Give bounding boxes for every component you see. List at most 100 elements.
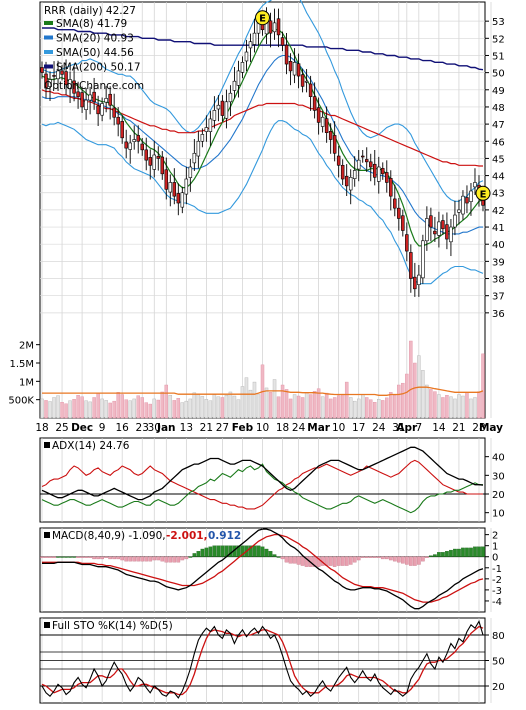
volume-bar — [425, 384, 429, 419]
volume-bar — [92, 397, 96, 419]
candle-body — [112, 107, 116, 118]
volume-bar — [180, 402, 185, 419]
macd-histogram-bar — [312, 556, 317, 567]
candle-body — [453, 214, 457, 228]
candle-body — [96, 105, 100, 115]
macd-histogram-bar — [172, 556, 177, 563]
candle-body — [124, 141, 128, 149]
candle-body — [268, 20, 273, 34]
watermark-text: OptionChance.com — [44, 80, 144, 92]
candle-body — [84, 99, 88, 110]
volume-sma-line — [42, 386, 484, 396]
candle-body — [292, 62, 297, 76]
macd-histogram-bar — [204, 547, 209, 557]
macd-histogram-bar — [300, 556, 305, 566]
candle-body — [328, 131, 333, 140]
candle-body — [144, 149, 148, 161]
volume-bar — [240, 386, 245, 419]
volume-bar — [164, 384, 169, 419]
earnings-marker-icon — [255, 10, 270, 26]
macd-histogram-bar — [392, 556, 397, 562]
volume-bar — [152, 398, 156, 419]
macd-histogram-bar — [304, 556, 309, 567]
macd-histogram-bar — [477, 546, 481, 557]
candle-body — [248, 41, 253, 49]
candle-body — [348, 176, 353, 191]
volume-bar — [160, 391, 164, 419]
volume-bar — [369, 399, 373, 419]
candle-body — [340, 164, 345, 180]
macd-histogram-bar — [481, 546, 485, 557]
candle-body — [377, 166, 381, 182]
macd-legend-swatch — [44, 532, 50, 538]
price-y-tick-label: 50 — [492, 69, 505, 80]
earnings-marker-label: E — [259, 14, 266, 25]
volume-bar — [312, 391, 317, 419]
candle-body — [184, 178, 189, 195]
x-tick-label: 25 — [55, 422, 68, 434]
macd-histogram-bar — [200, 548, 205, 557]
candle-body — [276, 18, 281, 36]
macd-histogram-bar — [132, 556, 137, 562]
volume-bar — [284, 389, 289, 419]
volume-bar — [272, 379, 277, 419]
macd-histogram-bar — [56, 556, 60, 558]
volume-bar — [413, 362, 417, 419]
candle-body — [252, 32, 257, 45]
candle-body — [465, 197, 469, 204]
legend-swatch — [44, 64, 53, 69]
candle-body — [40, 67, 44, 73]
macd-histogram-bar — [220, 545, 225, 557]
macd-histogram-bar — [376, 556, 381, 558]
macd-histogram-bar — [348, 556, 353, 565]
macd-histogram-bar — [433, 554, 437, 557]
volume-bar — [120, 394, 124, 419]
volume-bar — [128, 400, 132, 419]
macd-histogram-bar — [68, 556, 72, 558]
candle-body — [389, 178, 393, 197]
candle-body — [160, 156, 165, 175]
macd-histogram-bar — [388, 556, 393, 561]
candle-body — [88, 94, 92, 101]
candle-body — [64, 71, 68, 85]
candle-body — [417, 274, 421, 286]
macd-histogram-bar — [372, 556, 377, 558]
macd-line — [42, 528, 484, 610]
macd-y-tick-label: -2 — [492, 575, 502, 586]
volume-bar — [437, 394, 441, 419]
macd-histogram-bar — [284, 556, 289, 563]
volume-bar — [429, 389, 433, 419]
candle-body — [469, 190, 473, 202]
x-tick-label: 24 — [372, 422, 386, 434]
volume-bar — [316, 388, 321, 419]
macd-histogram-bar — [408, 556, 413, 566]
volume-bar — [220, 397, 225, 419]
legend-swatch — [44, 35, 53, 40]
macd-histogram-bar — [332, 556, 337, 567]
macd-histogram-bar — [120, 556, 125, 561]
candle-body — [76, 91, 80, 97]
candle-body — [152, 154, 156, 170]
volume-bar — [252, 381, 257, 419]
macd-histogram-bar — [176, 556, 181, 563]
candle-body — [212, 110, 217, 121]
macd-histogram-bar — [188, 556, 193, 558]
legend-label: SMA(50) 44.56 — [56, 47, 134, 59]
macd-histogram-bar — [208, 546, 213, 557]
macd-histogram-bar — [40, 556, 44, 558]
candle-body — [148, 157, 152, 166]
macd-histogram-bar — [128, 556, 133, 562]
candle-body — [52, 75, 56, 77]
macd-histogram-bar — [92, 556, 96, 560]
volume-bar — [324, 392, 329, 419]
macd-y-tick-label: 0 — [492, 553, 498, 564]
macd-histogram-bar — [360, 556, 365, 558]
volume-bar — [348, 397, 353, 419]
price-y-tick-label: 39 — [492, 257, 505, 268]
candle-body — [368, 161, 373, 168]
legend-swatch — [44, 21, 53, 25]
candle-body — [196, 140, 201, 157]
volume-bar — [365, 397, 369, 419]
volume-bar — [56, 395, 60, 419]
